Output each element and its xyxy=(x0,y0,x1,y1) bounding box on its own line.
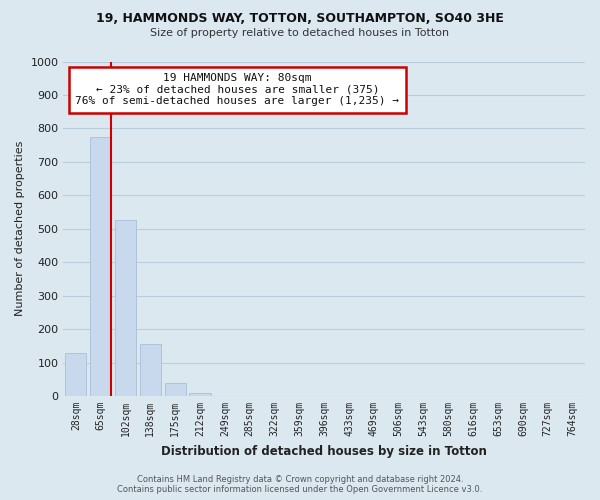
Bar xyxy=(115,220,136,396)
Bar xyxy=(190,392,211,396)
Text: 19, HAMMONDS WAY, TOTTON, SOUTHAMPTON, SO40 3HE: 19, HAMMONDS WAY, TOTTON, SOUTHAMPTON, S… xyxy=(96,12,504,26)
X-axis label: Distribution of detached houses by size in Totton: Distribution of detached houses by size … xyxy=(161,444,487,458)
Text: Contains HM Land Registry data © Crown copyright and database right 2024.
Contai: Contains HM Land Registry data © Crown c… xyxy=(118,474,482,494)
Bar xyxy=(140,344,161,396)
Bar xyxy=(65,352,86,396)
Bar xyxy=(164,384,186,396)
Text: 19 HAMMONDS WAY: 80sqm
← 23% of detached houses are smaller (375)
76% of semi-de: 19 HAMMONDS WAY: 80sqm ← 23% of detached… xyxy=(75,73,399,106)
Bar xyxy=(90,137,111,396)
Text: Size of property relative to detached houses in Totton: Size of property relative to detached ho… xyxy=(151,28,449,38)
Y-axis label: Number of detached properties: Number of detached properties xyxy=(15,141,25,316)
